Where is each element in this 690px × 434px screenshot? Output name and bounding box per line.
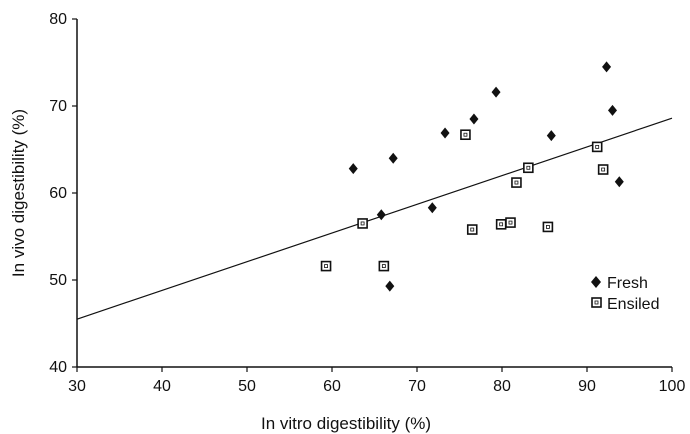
data-point-fresh [614, 176, 624, 188]
data-point-fresh [602, 61, 612, 73]
data-point-ensiled [505, 217, 516, 228]
x-tick-label: 100 [659, 378, 686, 395]
data-point-ensiled-inner [508, 220, 513, 225]
data-point-ensiled [378, 260, 390, 272]
x-axis-title: In vitro digestibility (%) [261, 414, 431, 433]
data-point-ensiled-inner [463, 132, 468, 137]
data-point-ensiled [523, 162, 534, 174]
y-tick-label: 40 [49, 359, 67, 376]
data-point-ensiled-inner [514, 180, 519, 185]
data-point-ensiled [357, 218, 368, 229]
data-point-fresh [491, 86, 501, 98]
data-points [320, 61, 624, 292]
y-axis-ticks: 40 50 60 70 80 [49, 11, 77, 376]
data-point-fresh [440, 127, 450, 139]
y-tick-label: 50 [49, 272, 67, 289]
data-point-ensiled [591, 141, 603, 153]
data-point-fresh [546, 130, 556, 142]
legend-marker-fresh [591, 276, 601, 288]
data-point-ensiled-inner [499, 222, 504, 227]
data-point-ensiled [320, 260, 332, 272]
data-point-fresh [608, 104, 617, 116]
x-tick-label: 90 [578, 378, 596, 395]
y-tick-label: 70 [49, 98, 67, 115]
regression-line [76, 117, 673, 320]
data-point-fresh [348, 163, 358, 175]
data-point-ensiled [495, 219, 507, 230]
data-point-ensiled-inner [601, 167, 606, 172]
legend-label-fresh: Fresh [607, 275, 648, 292]
data-point-ensiled-inner [324, 264, 328, 268]
data-point-fresh [388, 152, 398, 164]
y-tick-label: 60 [49, 185, 67, 202]
data-point-fresh [427, 202, 437, 214]
x-tick-label: 40 [153, 378, 171, 395]
data-point-ensiled-inner [595, 144, 600, 149]
data-point-ensiled [466, 224, 478, 235]
y-axis-title: In vivo digestibility (%) [9, 109, 28, 277]
data-point-ensiled-inner [381, 264, 386, 268]
x-tick-label: 70 [408, 378, 426, 395]
data-point-fresh [469, 113, 479, 125]
x-tick-label: 30 [68, 378, 86, 395]
data-point-ensiled-inner [526, 165, 531, 170]
data-point-ensiled [597, 164, 609, 175]
data-point-ensiled-inner [546, 225, 550, 229]
legend-marker-ensiled-inner [594, 300, 599, 305]
x-tick-label: 50 [238, 378, 256, 395]
data-point-ensiled [542, 221, 554, 233]
legend-label-ensiled: Ensiled [607, 296, 659, 313]
data-point-ensiled [511, 177, 522, 188]
data-point-ensiled [460, 129, 471, 141]
x-tick-label: 60 [323, 378, 341, 395]
x-axis-ticks: 30 40 50 60 70 80 90 100 [68, 367, 685, 395]
data-point-ensiled-inner [360, 221, 365, 226]
x-tick-label: 80 [493, 378, 511, 395]
data-point-ensiled-inner [470, 227, 475, 232]
legend-marker-ensiled [591, 297, 602, 308]
legend: Fresh Ensiled [591, 275, 659, 313]
data-point-fresh [376, 209, 386, 221]
y-tick-label: 80 [49, 11, 67, 28]
data-point-fresh [385, 280, 395, 292]
